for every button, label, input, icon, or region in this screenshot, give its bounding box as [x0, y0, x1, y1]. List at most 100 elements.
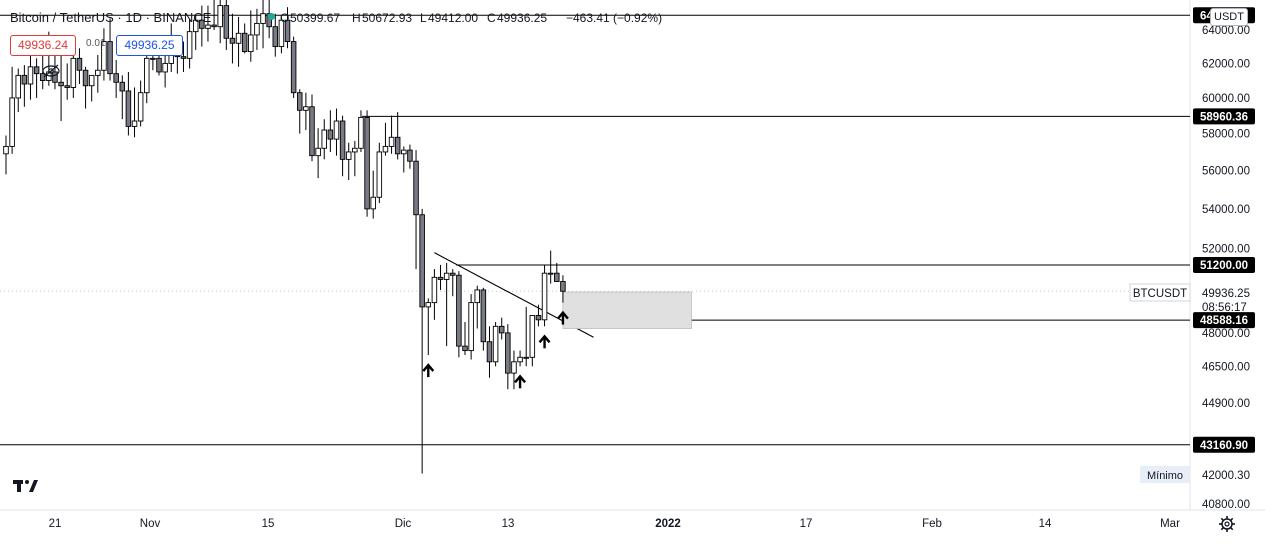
candle-body — [474, 289, 480, 304]
candle-body — [437, 276, 444, 280]
candle-body — [327, 129, 334, 140]
candle-body — [199, 19, 205, 29]
candle-body — [39, 73, 46, 81]
candle-body — [401, 149, 407, 155]
candle-body — [125, 90, 132, 127]
candle-body — [547, 272, 554, 275]
price-tick-label: 48000.00 — [1202, 328, 1250, 340]
price-tick-label: 40800.00 — [1202, 499, 1250, 511]
currency-badge[interactable]: USDT — [1210, 8, 1248, 26]
candle-body — [27, 66, 34, 85]
ohlc-high-label: H — [352, 11, 361, 25]
spread-value: 0.01 — [86, 38, 106, 49]
candle-body — [443, 272, 450, 280]
candle-body — [223, 5, 230, 39]
time-tick-label: 2022 — [655, 518, 681, 530]
candle-body — [394, 136, 401, 155]
settings-gear-icon[interactable] — [1218, 515, 1236, 533]
candle-body — [511, 361, 517, 374]
price-tick-label: 60000.00 — [1202, 93, 1250, 105]
ohlc-open-label: O — [280, 11, 289, 25]
candle-body — [462, 345, 468, 352]
candle-body — [370, 196, 376, 210]
time-tick-label: 13 — [502, 518, 515, 530]
candle-body — [70, 57, 77, 88]
candle-body — [156, 57, 162, 73]
candle-body — [309, 106, 315, 157]
candle-body — [260, 13, 266, 24]
candle-body — [413, 160, 419, 216]
candle-body — [192, 19, 199, 33]
candle-body — [9, 97, 15, 147]
candle-body — [88, 74, 95, 87]
candle-body — [517, 356, 523, 363]
candle-body — [541, 272, 548, 321]
candle-body — [217, 5, 223, 28]
price-tick-label: 44900.00 — [1202, 398, 1250, 410]
candle-body — [229, 37, 236, 44]
level-badge-text: 58960.36 — [1200, 111, 1248, 123]
time-tick-label: Mar — [1160, 518, 1180, 530]
candle-body — [15, 74, 21, 99]
sell-price-button[interactable]: 49936.24 — [10, 35, 76, 56]
eye-icon[interactable] — [42, 64, 60, 78]
ohlc-high: 50672.93 — [362, 11, 412, 25]
level-badge-text: 43160.90 — [1200, 440, 1248, 452]
candle-body — [290, 41, 297, 94]
price-tick-label: 58000.00 — [1202, 129, 1250, 141]
level-badge-text: 48588.16 — [1200, 315, 1248, 327]
market-status-dot — [268, 13, 275, 20]
candle-body — [168, 54, 174, 64]
price-tick-label: 54000.00 — [1202, 204, 1250, 216]
price-tick-label: 62000.00 — [1202, 58, 1250, 70]
candle-body — [486, 341, 493, 363]
candle-body — [131, 120, 138, 127]
level-badge — [1193, 312, 1255, 329]
candle-body — [535, 315, 542, 321]
last-price-value: 49936.25 — [1202, 288, 1250, 300]
minimum-label-box — [1140, 466, 1190, 483]
candle-body — [456, 274, 462, 347]
horizontal-levels-layer — [0, 14, 1190, 446]
symbol-title[interactable]: Bitcoin / TetherUS · 1D · BINANCE — [10, 10, 212, 25]
up-arrow-icon — [556, 310, 569, 325]
ohlc-close: 49936.25 — [497, 11, 547, 25]
candle-body — [248, 34, 254, 53]
candle-body — [339, 120, 346, 160]
price-tick-label: 64000.00 — [1202, 25, 1250, 37]
candle-body — [492, 325, 499, 363]
up-arrow-icon — [514, 374, 527, 389]
time-tick-label: Dic — [395, 518, 412, 530]
candle-body — [241, 32, 248, 53]
candle-body — [119, 81, 126, 92]
candle-body — [382, 145, 389, 153]
candle-body — [33, 66, 40, 75]
last-price-label: BTCUSDT 49936.25 08:56:17 Mínimo 42000.3… — [1129, 283, 1250, 483]
ohlc-open: 50399.67 — [290, 11, 340, 25]
ohlc-change: −463.41 (−0.92%) — [566, 11, 662, 25]
support-zone-rectangle — [562, 291, 692, 329]
candle-body — [272, 26, 279, 48]
price-axis: 64000.00 62000.00 60000.00 58000.00 56000.00… — [1202, 25, 1250, 511]
candle-body — [162, 62, 168, 73]
time-tick-label: 14 — [1039, 518, 1052, 530]
price-tick-label: 56000.00 — [1202, 166, 1250, 178]
up-arrow-head — [514, 374, 527, 384]
time-tick-label: Nov — [140, 518, 161, 530]
symbol-label-box — [1129, 283, 1191, 302]
candle-body — [58, 81, 64, 87]
tradingview-logo-icon[interactable] — [12, 476, 40, 496]
candle-body — [52, 71, 58, 83]
candle-body — [345, 151, 352, 160]
candle-body — [76, 57, 83, 71]
symbol-label: BTCUSDT — [1133, 288, 1187, 300]
candle-body — [205, 24, 211, 29]
candle-body — [64, 85, 70, 88]
candle-body — [498, 325, 505, 334]
candle-body — [180, 56, 187, 59]
arrows-layer — [422, 310, 569, 389]
ohlc-low-label: L — [420, 11, 427, 25]
buy-price-button[interactable]: 49936.25 — [116, 35, 183, 56]
